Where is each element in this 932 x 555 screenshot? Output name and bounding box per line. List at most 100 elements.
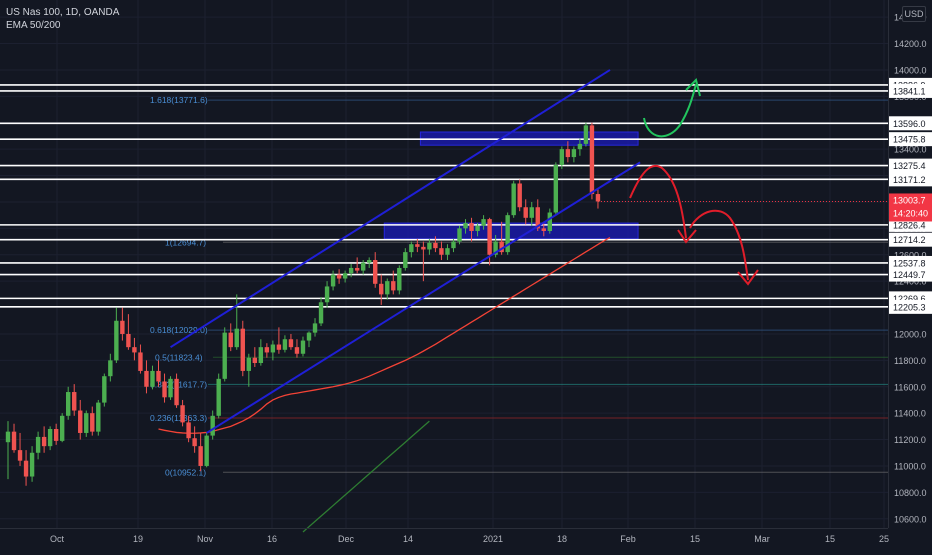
x-tick-label: 18 xyxy=(557,534,567,544)
candle-down xyxy=(421,246,426,250)
level-price-tag xyxy=(889,267,932,282)
candle-up xyxy=(457,228,462,242)
horizontal-levels xyxy=(0,84,888,308)
x-tick-label: 15 xyxy=(690,534,700,544)
fib-label: 0(10952.1) xyxy=(165,467,206,477)
x-tick-label: 2021 xyxy=(483,534,503,544)
symbol-title[interactable]: US Nas 100, 1D, OANDA xyxy=(6,7,120,18)
candle-down xyxy=(53,429,59,441)
x-tick-label: Dec xyxy=(338,534,355,544)
candle-down xyxy=(565,149,571,158)
candle-up xyxy=(348,267,354,274)
candle-down xyxy=(240,328,245,371)
level-price-tag xyxy=(889,132,932,147)
candle-down xyxy=(288,339,294,348)
level-price-label: 13841.1 xyxy=(893,86,926,96)
candle-up xyxy=(168,378,173,398)
level-price-tag xyxy=(889,83,932,98)
candle-down xyxy=(180,405,185,423)
fib-label: 0.618(12029.0) xyxy=(150,325,208,335)
candle-up xyxy=(306,332,312,341)
candle-down xyxy=(174,378,179,406)
channel-upper-line xyxy=(170,69,611,349)
chart-legend: US Nas 100, 1D, OANDA EMA 50/200 xyxy=(6,6,119,32)
candle-down xyxy=(535,207,540,229)
y-tick-label: 11800.0 xyxy=(894,356,926,366)
trend-channel xyxy=(170,69,641,434)
candle-up xyxy=(445,248,450,255)
candle-up xyxy=(234,328,239,348)
candles xyxy=(5,122,601,486)
x-tick-label: 25 xyxy=(879,534,889,544)
level-price-label: 13475.8 xyxy=(893,135,926,145)
currency-button[interactable]: USD xyxy=(902,6,926,22)
candle-down xyxy=(138,352,143,371)
candle-up xyxy=(114,320,119,361)
candle-down xyxy=(354,267,360,271)
level-price-tag xyxy=(889,158,932,173)
y-tick-label: 12400.0 xyxy=(894,277,927,287)
candle-down xyxy=(264,347,270,353)
y-tick-label: 10600.0 xyxy=(894,514,927,524)
candle-down xyxy=(72,392,77,411)
candle-down xyxy=(379,283,384,295)
y-tick-label: 13400.0 xyxy=(894,145,927,155)
level-price-tag xyxy=(889,172,932,187)
ema-200-line xyxy=(302,420,430,533)
candle-down xyxy=(198,446,203,466)
candle-down xyxy=(23,460,29,477)
y-tick-label: 12000.0 xyxy=(894,329,927,339)
x-tick-label: Feb xyxy=(620,534,636,544)
y-tick-label: 11000.0 xyxy=(894,461,926,471)
candle-up xyxy=(463,223,468,229)
candle-up xyxy=(342,273,348,279)
candle-down xyxy=(499,241,504,253)
candle-up xyxy=(84,413,89,433)
candle-up xyxy=(108,360,113,377)
candle-up xyxy=(559,149,565,165)
candle-down xyxy=(156,370,161,382)
x-tick-label: 14 xyxy=(403,534,413,544)
candle-down xyxy=(523,207,528,218)
level-price-label: 13275.4 xyxy=(893,161,926,171)
y-tick-label: 14000.0 xyxy=(894,65,927,75)
candle-up xyxy=(216,378,221,416)
candle-up xyxy=(511,183,516,216)
candle-up xyxy=(47,429,53,447)
fib-label: 0.5(11823.4) xyxy=(155,352,203,362)
candle-down xyxy=(126,333,131,348)
candle-down xyxy=(595,194,601,202)
ema-lines xyxy=(158,237,611,533)
level-price-tag xyxy=(889,116,932,131)
candle-up xyxy=(270,344,276,353)
projection-arrows xyxy=(629,78,759,286)
candle-down xyxy=(252,357,258,363)
candle-up xyxy=(385,281,390,295)
candle-down xyxy=(373,260,378,284)
fib-label: 0.236(11363.3) xyxy=(150,413,207,423)
candle-down xyxy=(276,344,282,350)
fib-label: 1(12694.7) xyxy=(165,237,206,247)
candle-down xyxy=(336,274,342,279)
candle-up xyxy=(66,392,71,416)
countdown-label: 14:20:40 xyxy=(893,208,928,218)
candle-up xyxy=(282,339,288,350)
y-tick-label: 12600.0 xyxy=(894,250,927,260)
candle-up xyxy=(397,267,402,291)
candle-up xyxy=(360,262,366,271)
level-price-label: 13171.2 xyxy=(893,175,926,185)
candle-up xyxy=(505,215,510,253)
y-tick-label: 14200.0 xyxy=(894,39,927,49)
level-price-label: 12826.4 xyxy=(893,220,926,230)
candle-down xyxy=(11,431,17,451)
candle-down xyxy=(41,436,47,447)
candle-down xyxy=(487,219,492,255)
candle-up xyxy=(300,340,306,354)
current-price-tag xyxy=(889,193,932,222)
level-price-label: 12269.6 xyxy=(893,294,926,304)
candle-up xyxy=(493,241,498,255)
x-tick-label: Oct xyxy=(50,534,65,544)
indicator-label[interactable]: EMA 50/200 xyxy=(6,20,61,31)
